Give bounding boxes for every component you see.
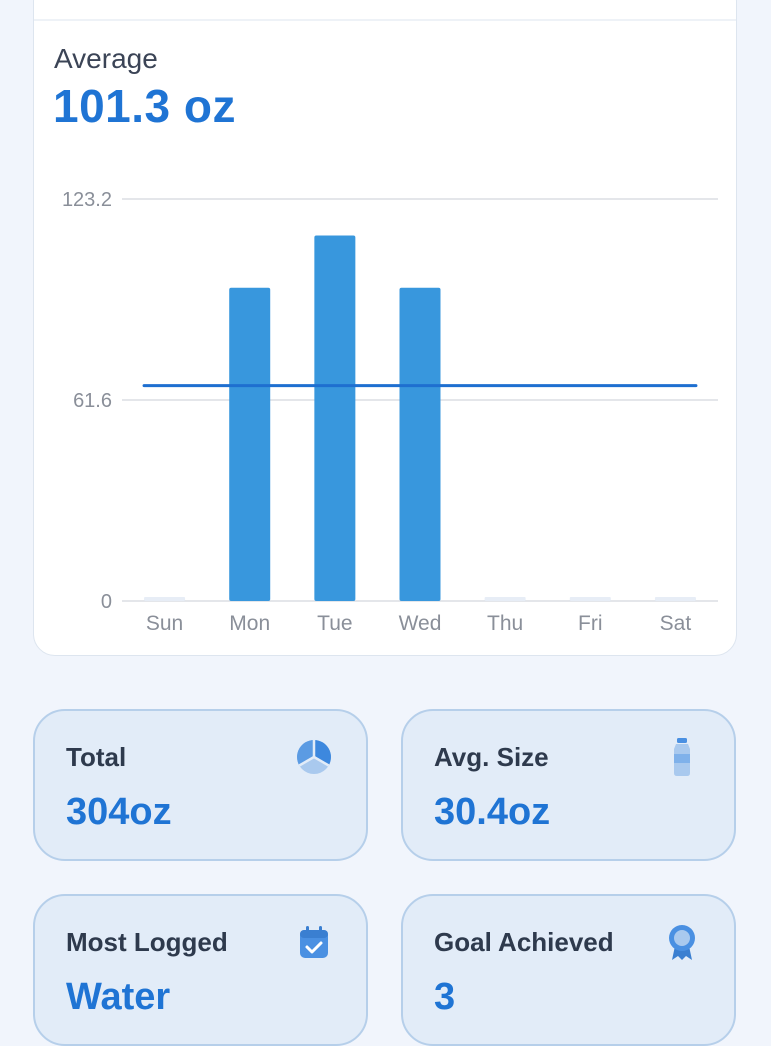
bar-sat[interactable]	[654, 597, 696, 601]
most-logged-card[interactable]: Most Logged Water	[33, 894, 368, 1046]
total-label: Total	[66, 742, 127, 772]
bar-chart: 123.2 61.6 0 Sun Mon Tue Wed Thu Fri Sat	[62, 189, 718, 635]
y-tick-label: 61.6	[73, 390, 112, 412]
x-tick-label: Thu	[487, 612, 523, 635]
card-divider	[34, 19, 736, 21]
total-card[interactable]: Total 304oz	[33, 709, 368, 861]
bar-fri[interactable]	[569, 597, 611, 601]
x-tick-label: Tue	[317, 612, 352, 635]
average-label: Average	[54, 43, 158, 74]
total-value: 304oz	[66, 791, 172, 833]
bar-tue[interactable]	[314, 235, 356, 601]
goal-achieved-card[interactable]: Goal Achieved 3	[401, 894, 736, 1046]
calendar-check-icon	[300, 926, 328, 958]
avg-size-value: 30.4oz	[434, 791, 551, 833]
y-tick-label: 0	[101, 591, 112, 613]
average-value: 101.3 oz	[53, 80, 236, 132]
water-bottle-icon	[674, 738, 690, 776]
x-tick-label: Fri	[578, 612, 603, 635]
avg-size-card[interactable]: Avg. Size 30.4oz	[401, 709, 736, 861]
x-tick-label: Wed	[399, 612, 442, 635]
most-logged-label: Most Logged	[66, 927, 228, 957]
goal-achieved-label: Goal Achieved	[434, 927, 614, 957]
bar-thu[interactable]	[484, 597, 526, 601]
bar-wed[interactable]	[399, 287, 441, 601]
x-tick-label: Sat	[660, 612, 692, 635]
award-badge-icon	[669, 925, 695, 960]
weekly-chart-card: Average 101.3 oz 123.2 61.6 0 Sun Mon Tue Wed T…	[33, 0, 737, 656]
pie-chart-icon	[297, 740, 331, 774]
most-logged-value: Water	[66, 976, 171, 1018]
x-tick-label: Sun	[146, 612, 183, 635]
x-tick-label: Mon	[229, 612, 270, 635]
y-tick-label: 123.2	[62, 189, 112, 211]
avg-size-label: Avg. Size	[434, 742, 549, 772]
bar-sun[interactable]	[144, 597, 186, 601]
goal-achieved-value: 3	[434, 976, 456, 1018]
bar-mon[interactable]	[229, 287, 271, 601]
